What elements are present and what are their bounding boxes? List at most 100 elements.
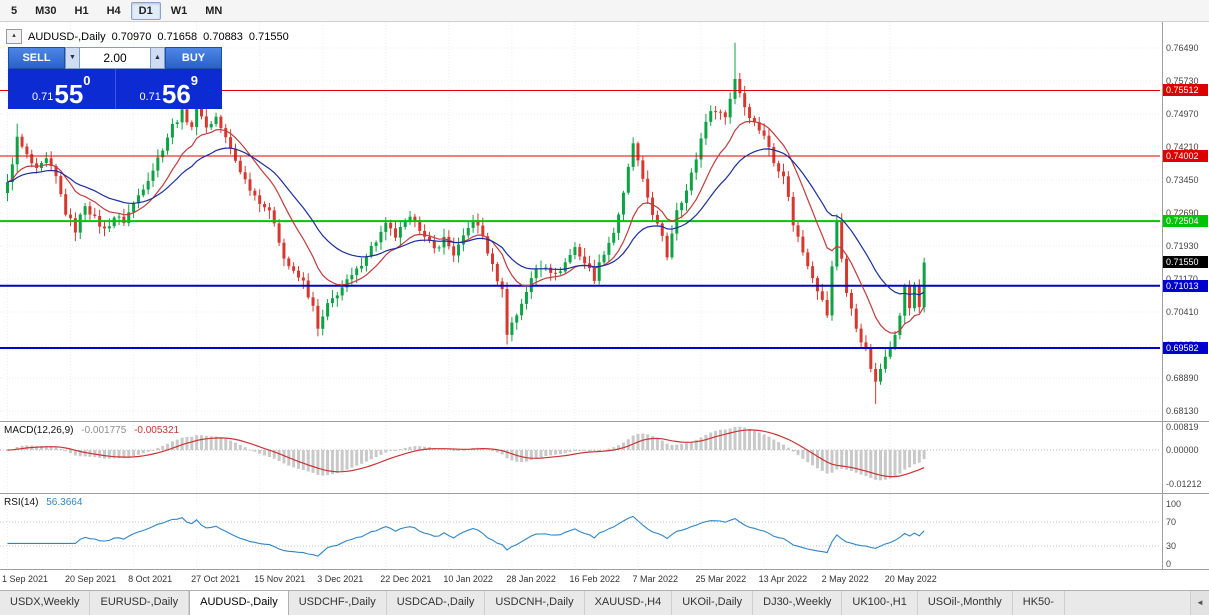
current-price-tag: 0.71550 <box>1163 256 1208 269</box>
price-level-tag: 0.74002 <box>1163 150 1208 163</box>
buy-button[interactable]: BUY <box>165 47 222 69</box>
date-label: 3 Dec 2021 <box>317 574 364 584</box>
date-label: 13 Apr 2022 <box>758 574 808 584</box>
macd-label: MACD(12,26,9) <box>4 425 74 436</box>
tab-audusd-daily[interactable]: AUDUSD-,Daily <box>189 591 289 615</box>
rsi-pane: RSI(14) 56.3664 100 70 30 0 <box>0 493 1209 569</box>
sell-price-big: 55 <box>54 79 84 109</box>
price-axis-label: 0.68130 <box>1166 405 1199 416</box>
rsi-axis-label: 70 <box>1166 517 1177 527</box>
price-axis-label: 0.70410 <box>1166 306 1199 317</box>
macd-main-value: -0.001775 <box>81 425 127 436</box>
close-value: 0.71550 <box>248 30 289 43</box>
tab-usdx-weekly[interactable]: USDX,Weekly <box>0 591 91 615</box>
date-label: 20 May 2022 <box>884 574 937 584</box>
macd-indicator[interactable] <box>0 422 1160 493</box>
tab-ukoil-daily[interactable]: UKOil-,Daily <box>672 591 754 615</box>
buy-price-big: 56 <box>161 79 191 109</box>
price-axis-label: 0.76490 <box>1166 43 1199 53</box>
rsi-label: RSI(14) <box>4 497 39 508</box>
low-value: 0.70883 <box>203 30 243 43</box>
price-axis-label: 0.74970 <box>1166 108 1199 119</box>
buy-price-pip: 9 <box>190 73 199 88</box>
main-price-axis[interactable]: 0.76490 0.75730 0.74970 0.74210 0.73450 0.726… <box>1162 22 1209 421</box>
date-label: 2 May 2022 <box>821 574 869 584</box>
macd-axis[interactable]: 0.00819 0.00000 -0.01212 <box>1162 422 1209 493</box>
macd-axis-label: 0.00000 <box>1166 445 1199 455</box>
tab-xauusd-h4[interactable]: XAUUSD-,H4 <box>585 591 673 615</box>
macd-axis-label: 0.00819 <box>1166 422 1199 433</box>
date-label: 28 Jan 2022 <box>506 574 556 584</box>
buy-price-base: 0.71 <box>139 91 161 103</box>
period-button-m30[interactable]: M30 <box>35 4 57 17</box>
sell-price-base: 0.71 <box>31 91 54 103</box>
price-axis-label: 0.73450 <box>1166 174 1199 185</box>
volume-decrease-button[interactable]: ▼ <box>65 47 80 69</box>
price-level-tag: 0.71013 <box>1163 279 1208 292</box>
date-label: 1 Sep 2021 <box>2 574 49 584</box>
period-button-w1[interactable]: W1 <box>170 4 188 17</box>
tab-dj30-weekly[interactable]: DJ30-,Weekly <box>753 591 843 615</box>
macd-signal-value: -0.005321 <box>134 425 180 436</box>
time-axis[interactable]: 1 Sep 2021 20 Sep 2021 8 Oct 2021 27 Oct 20… <box>0 569 1209 590</box>
date-label: 7 Mar 2022 <box>632 574 679 584</box>
tab-uk100-h1[interactable]: UK100-,H1 <box>842 591 918 615</box>
price-axis-label: 0.74210 <box>1166 141 1199 152</box>
tab-usdcad-daily[interactable]: USDCAD-,Daily <box>387 591 486 615</box>
tab-usdcnh-daily[interactable]: USDCNH-,Daily <box>485 591 585 615</box>
period-button-h1[interactable]: H1 <box>74 4 89 17</box>
sell-button[interactable]: SELL <box>8 47 65 69</box>
date-label: 16 Feb 2022 <box>569 574 620 584</box>
volume-increase-button[interactable]: ▲ <box>150 47 165 69</box>
tab-eurusd-daily[interactable]: EURUSD-,Daily <box>90 591 190 615</box>
price-axis-label: 0.72690 <box>1166 207 1199 218</box>
chart-header: ▴ AUDUSD-,Daily 0.70970 0.71658 0.70883 … <box>6 29 295 44</box>
period-button-5[interactable]: 5 <box>11 4 18 17</box>
period-button-h4[interactable]: H4 <box>106 4 121 17</box>
buy-price-display[interactable]: 0.71 56 9 <box>116 69 223 109</box>
tab-hk50[interactable]: HK50- <box>1013 591 1065 615</box>
rsi-indicator[interactable] <box>0 494 1160 569</box>
sell-price-display[interactable]: 0.71 55 0 <box>8 69 116 109</box>
rsi-value: 56.3664 <box>46 497 83 508</box>
macd-pane: MACD(12,26,9) -0.001775 -0.005321 0.0081… <box>0 421 1209 493</box>
rsi-axis[interactable]: 100 70 30 0 <box>1162 494 1209 569</box>
price-axis-label: 0.71170 <box>1166 274 1198 284</box>
sell-price-pip: 0 <box>83 73 91 88</box>
timeframe-toolbar: 5 M30 H1 H4 D1 W1 MN <box>0 0 1209 22</box>
period-buttons: 5 M30 H1 H4 D1 W1 MN <box>2 1 231 20</box>
one-click-trading-panel: SELL ▼ 2.00 ▲ BUY 0.71 55 0 0.71 56 9 <box>8 47 222 109</box>
chart-symbol-label: AUDUSD-,Daily <box>28 30 106 43</box>
date-label: 27 Oct 2021 <box>191 574 241 584</box>
date-label: 8 Oct 2021 <box>128 574 173 584</box>
date-label: 10 Jan 2022 <box>443 574 493 584</box>
open-value: 0.70970 <box>111 30 152 43</box>
price-level-tag: 0.72504 <box>1163 215 1208 228</box>
high-value: 0.71658 <box>157 30 198 43</box>
tab-usoil-monthly[interactable]: USOil-,Monthly <box>918 591 1013 615</box>
main-chart-pane: ▴ AUDUSD-,Daily 0.70970 0.71658 0.70883 … <box>0 22 1209 421</box>
date-label: 15 Nov 2021 <box>254 574 306 584</box>
collapse-trade-panel-button[interactable]: ▴ <box>6 29 22 44</box>
period-button-mn[interactable]: MN <box>205 4 223 17</box>
date-label: 25 Mar 2022 <box>695 574 747 584</box>
rsi-axis-label: 0 <box>1166 559 1172 569</box>
candlestick-chart[interactable] <box>0 22 1160 421</box>
trade-panel-controls: SELL ▼ 2.00 ▲ BUY <box>8 47 222 69</box>
tab-scroll-left-button[interactable]: ◄ <box>1190 591 1209 615</box>
price-level-tag: 0.69582 <box>1163 341 1208 354</box>
rsi-label-row: RSI(14) 56.3664 <box>4 497 87 508</box>
chart-tabs: USDX,Weekly EURUSD-,Daily AUDUSD-,Daily USD… <box>0 590 1209 615</box>
date-label: 22 Dec 2021 <box>380 574 432 584</box>
volume-input[interactable]: 2.00 <box>80 47 150 69</box>
rsi-axis-label: 30 <box>1166 541 1177 551</box>
trade-panel-prices: 0.71 55 0 0.71 56 9 <box>8 69 222 109</box>
tab-usdchf-daily[interactable]: USDCHF-,Daily <box>289 591 387 615</box>
macd-axis-label: -0.01212 <box>1166 478 1202 489</box>
period-button-d1[interactable]: D1 <box>130 1 161 20</box>
price-level-tag: 0.75512 <box>1163 84 1208 97</box>
date-label: 20 Sep 2021 <box>65 574 117 584</box>
price-axis-label: 0.71930 <box>1166 240 1199 251</box>
macd-label-row: MACD(12,26,9) -0.001775 -0.005321 <box>4 425 184 436</box>
